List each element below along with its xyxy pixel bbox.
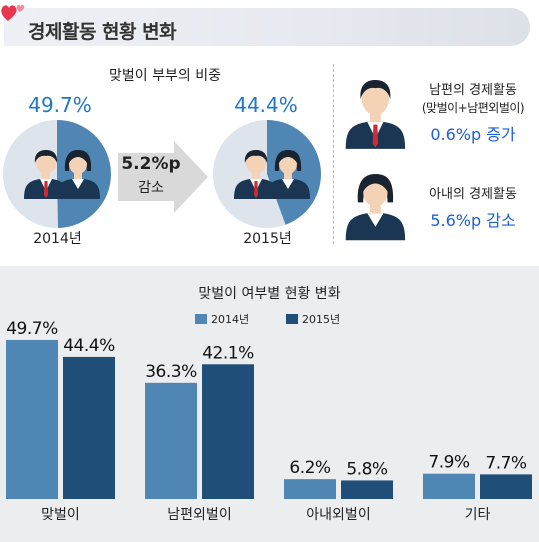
category-label: 남편외벌이 [167, 507, 231, 523]
bar-2015년-아내외벌이 [341, 480, 393, 499]
pie-2015-year: 2015년 [243, 231, 292, 247]
category-label: 기타 [465, 507, 491, 523]
husband-subtitle: (맞벌이+남편외벌이) [421, 101, 525, 115]
arrow-change-value: 5.2%p [121, 154, 181, 174]
bar-value-label: 44.4% [63, 336, 115, 356]
woman-avatar-icon [266, 150, 310, 199]
heart-icon [1, 4, 25, 22]
husband-change: 0.6%p 증가 [430, 125, 516, 144]
pie-2014-percent: 49.7% [28, 93, 92, 117]
bar-2014년-남편외벌이 [145, 382, 197, 499]
section-divider [333, 64, 334, 244]
pie-2014 [3, 120, 111, 228]
pie-section-title: 맞벌이 부부의 비중 [109, 68, 221, 84]
bar-2014년-기타 [423, 473, 475, 499]
arrow-change-label: 감소 [138, 180, 164, 196]
bar-2015년-남편외벌이 [202, 364, 254, 499]
pie-2014-slice [57, 120, 111, 228]
bar-value-label: 7.7% [485, 453, 527, 473]
man-avatar-icon [345, 80, 406, 149]
bar-value-label: 49.7% [6, 319, 58, 339]
bar-2015년-기타 [480, 474, 532, 499]
legend-label-2014: 2014년 [211, 313, 250, 326]
bar-value-label: 6.2% [289, 458, 331, 478]
category-label: 맞벌이 [41, 507, 80, 523]
bar-value-label: 5.8% [346, 459, 388, 479]
husband-title: 남편의 경제활동 [429, 83, 517, 98]
wife-title: 아내의 경제활동 [429, 187, 517, 202]
bar-2014년-맞벌이 [6, 339, 58, 499]
wife-change: 5.6%p 감소 [430, 211, 516, 230]
pie-2014-year: 2014년 [33, 231, 82, 247]
category-label: 아내외벌이 [306, 507, 370, 523]
legend-2014: 2014년 [195, 311, 249, 327]
legend-swatch-2015 [286, 314, 298, 324]
pie-2015-percent: 44.4% [234, 93, 298, 117]
legend-2015: 2015년 [286, 311, 340, 327]
bar-value-label: 42.1% [202, 343, 254, 363]
bar-value-label: 7.9% [428, 453, 470, 473]
bar-value-label: 36.3% [145, 362, 197, 382]
legend-swatch-2014 [195, 314, 207, 324]
page-title: 경제활동 현황 변화 [28, 21, 177, 43]
pie-2015 [213, 120, 321, 228]
right-arrow-icon [118, 141, 208, 213]
legend-label-2015: 2015년 [302, 313, 341, 326]
woman-avatar-icon [345, 174, 406, 241]
bar-2014년-아내외벌이 [284, 479, 336, 499]
chart-title: 맞벌이 여부별 현황 변화 [198, 286, 341, 302]
bar-chart: 49.7%44.4% 맞벌이 36.3%42.1% 남편외벌이 6.2% 5.8% 아내외벌… [6, 319, 532, 523]
woman-avatar-icon [56, 150, 100, 199]
bar-2015년-맞벌이 [63, 356, 115, 499]
section-header [4, 8, 530, 46]
